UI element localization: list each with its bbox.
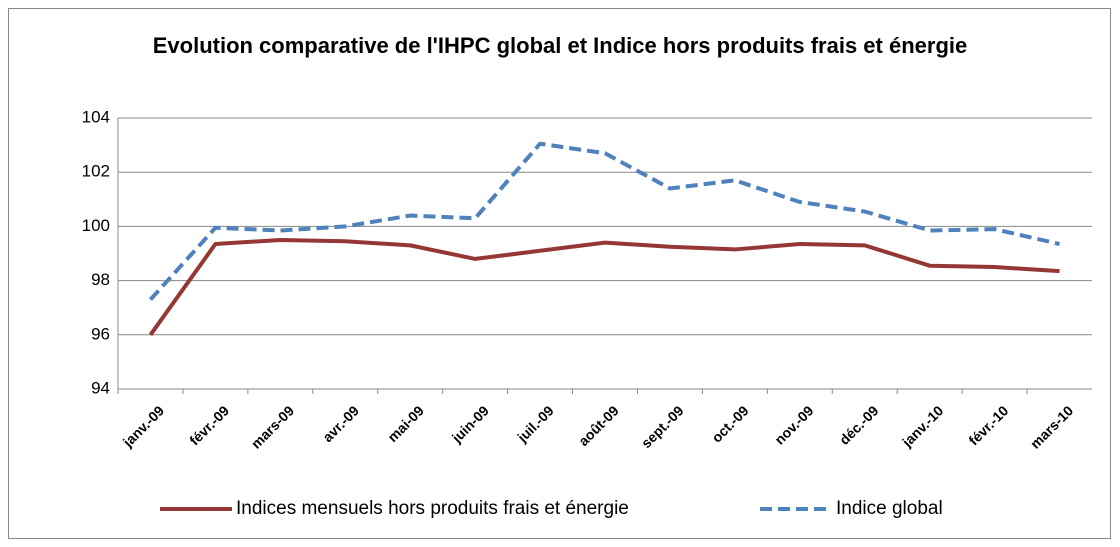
y-tick-label: 104: [82, 107, 110, 126]
legend-label: Indices mensuels hors produits frais et …: [236, 498, 629, 519]
chart-border: [8, 8, 1111, 539]
y-tick-label: 100: [82, 216, 110, 235]
y-tick-label: 98: [91, 270, 110, 289]
y-tick-label: 94: [91, 378, 110, 397]
y-tick-label: 96: [91, 324, 110, 343]
y-tick-label: 102: [82, 162, 110, 181]
chart-title: Evolution comparative de l'IHPC global e…: [152, 33, 968, 58]
series-line: [148, 237, 1060, 336]
legend-label: Indice global: [836, 498, 943, 519]
series-line: [148, 141, 1060, 301]
